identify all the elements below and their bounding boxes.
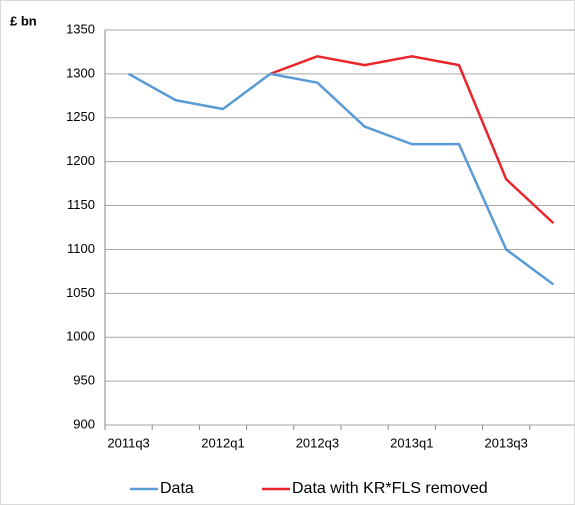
series-line	[269, 55, 555, 225]
x-tick-label: 2012q1	[201, 435, 244, 450]
x-tick-label: 2012q3	[296, 435, 339, 450]
y-tick-label: 900	[73, 416, 95, 431]
x-tick-label: 2013q1	[390, 435, 433, 450]
y-tick-label: 1250	[66, 109, 95, 124]
y-tick-label: 1200	[66, 153, 95, 168]
y-tick-label: 1000	[66, 329, 95, 344]
y-axis-label: £ bn	[10, 13, 37, 28]
series-line	[127, 72, 555, 286]
y-tick-label: 1300	[66, 65, 95, 80]
y-tick-label: 1050	[66, 285, 95, 300]
y-tick-label: 1100	[67, 241, 95, 256]
y-tick-label: 1350	[66, 21, 95, 36]
y-tick-label: 1150	[67, 197, 95, 212]
x-tick-label: 2013q3	[485, 435, 528, 450]
y-tick-label: 950	[73, 373, 95, 388]
legend-label: Data	[160, 480, 194, 497]
legend-label: Data with KR*FLS removed	[292, 480, 488, 497]
x-tick-label: 2011q3	[107, 435, 149, 450]
